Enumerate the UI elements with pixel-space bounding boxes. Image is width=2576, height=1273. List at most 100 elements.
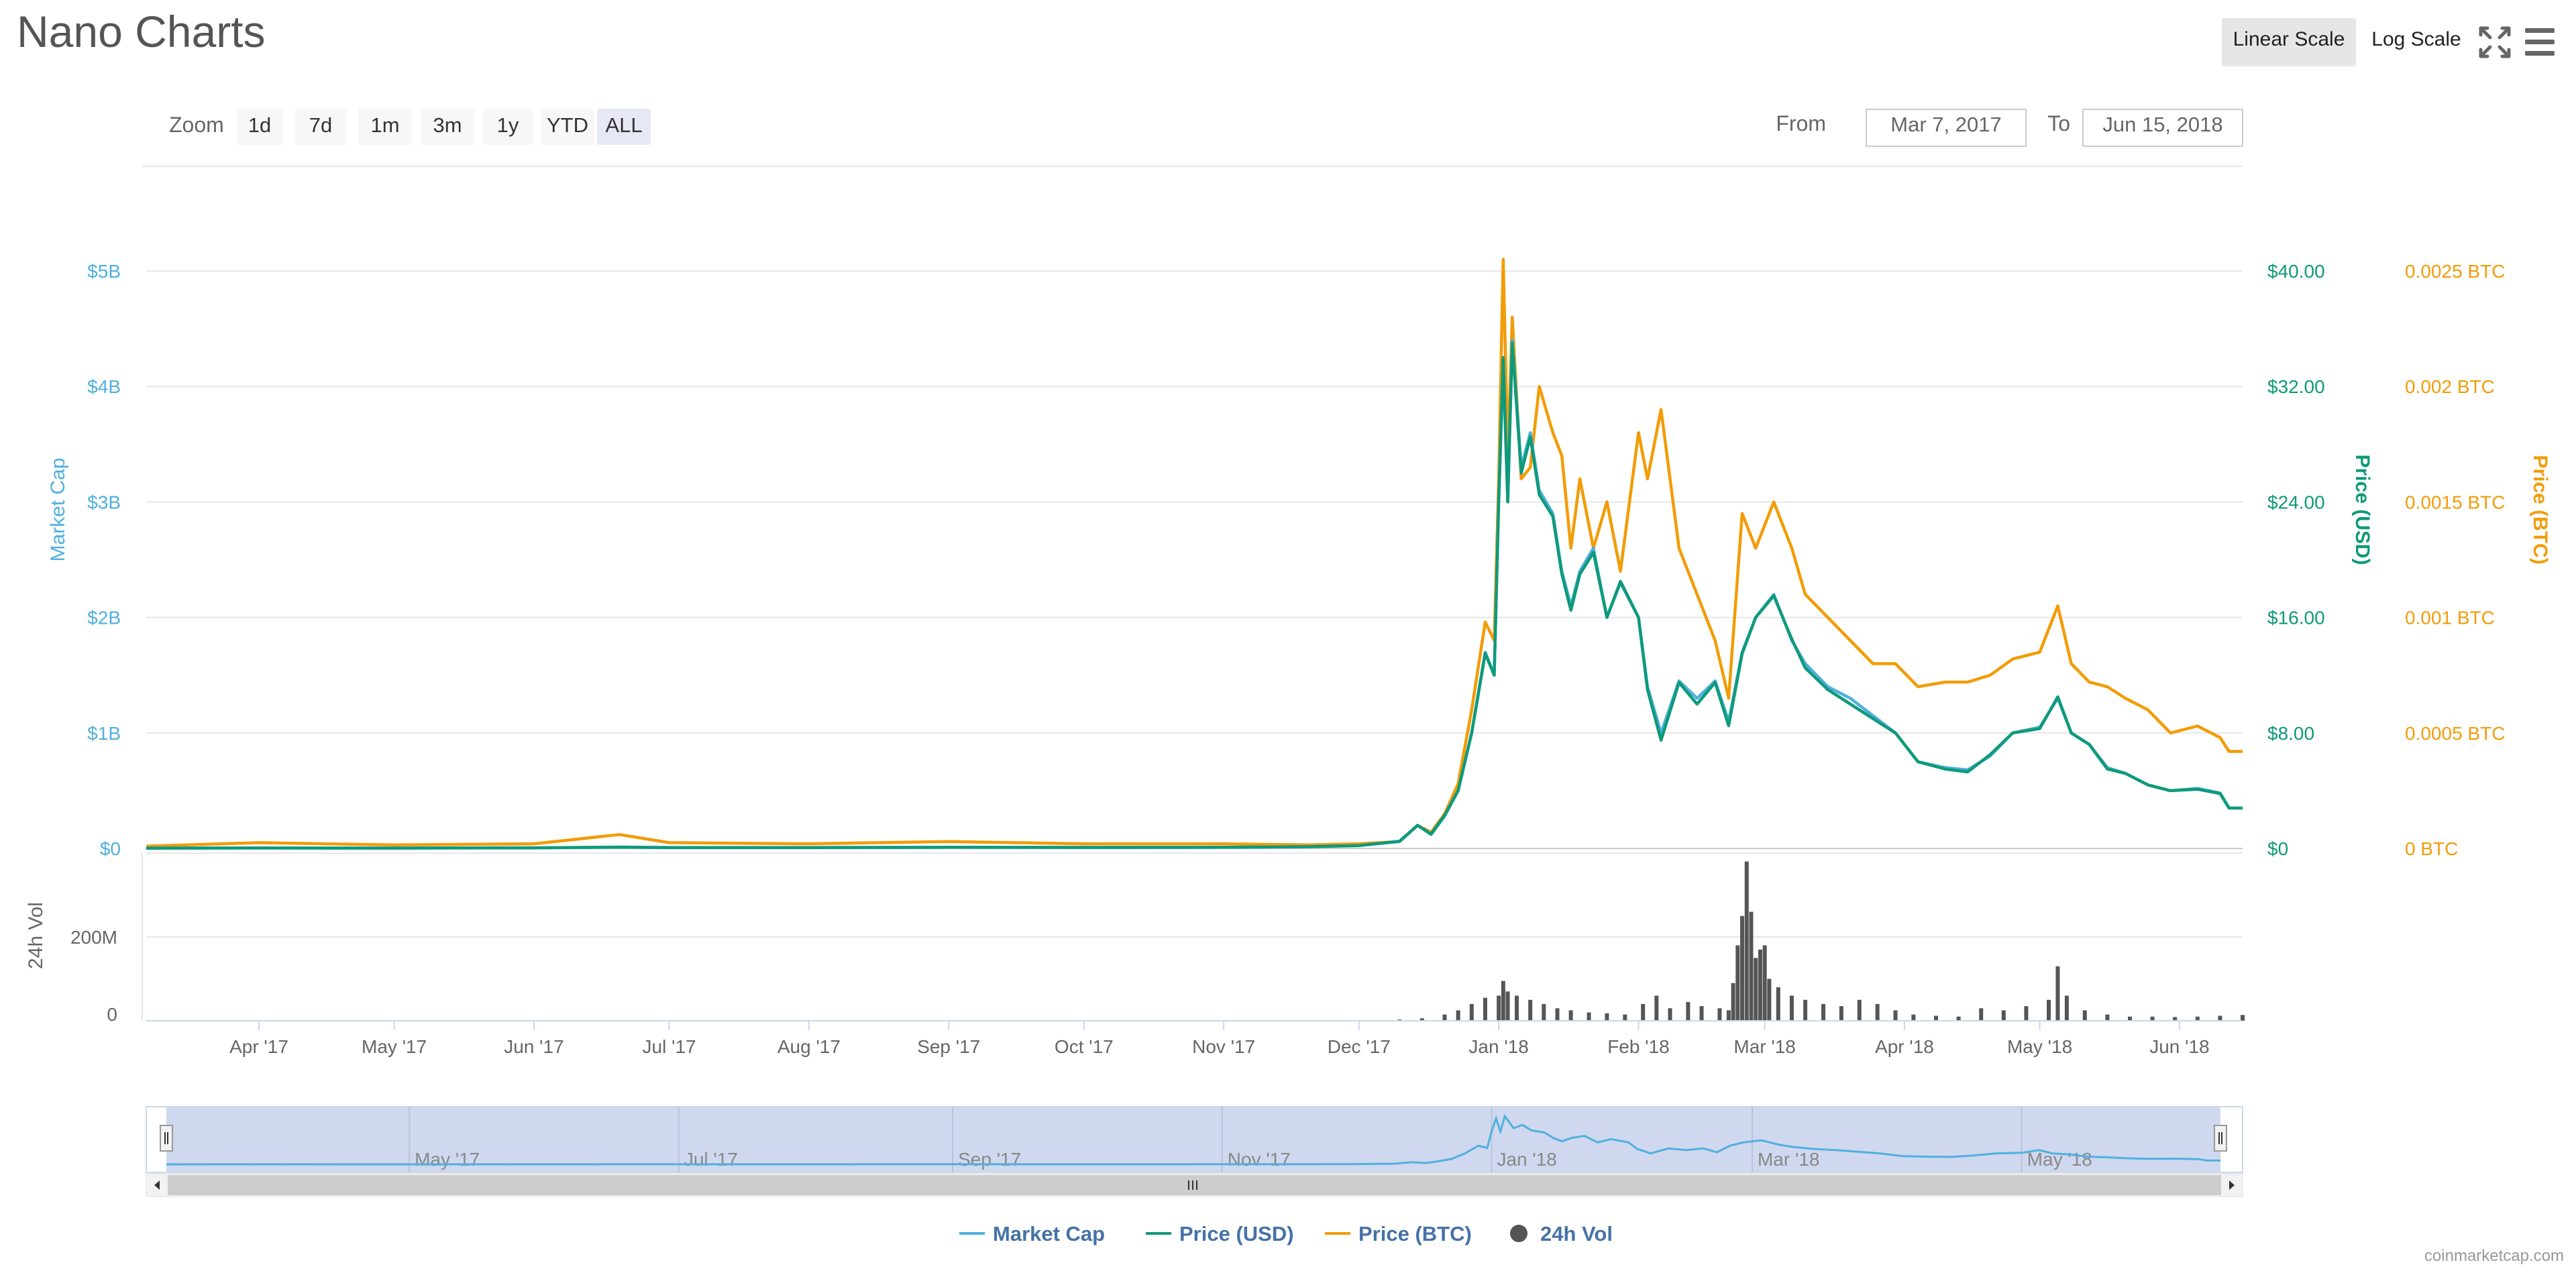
volume-bar: [2024, 1006, 2029, 1021]
x-tick-label: Mar '18: [1733, 1036, 1796, 1057]
price-usd-tick-label: $40.00: [2267, 261, 2325, 282]
zoom-button-label: YTD: [547, 113, 588, 137]
price-btc-tick-label: 0.001 BTC: [2405, 608, 2495, 628]
zoom-button-ytd[interactable]: YTD: [541, 109, 594, 145]
price-btc-tick-label: 0 BTC: [2405, 838, 2458, 859]
navigator-left-handle[interactable]: [160, 1125, 173, 1152]
navigator[interactable]: May '17 Jul '17 Sep '17 Nov '17 Jan '18 Mar '…: [146, 1106, 2243, 1197]
volume-bar: [1419, 1018, 1424, 1021]
volume-bar: [1515, 995, 1519, 1021]
to-date-input[interactable]: [2082, 109, 2243, 147]
legend-item-24h-vol[interactable]: 24h Vol: [1510, 1222, 1613, 1246]
legend-swatch: [1510, 1225, 1527, 1242]
navigator-right-handle[interactable]: [2214, 1125, 2227, 1152]
legend-item-market-cap[interactable]: Market Cap: [959, 1222, 1105, 1246]
navigator-scrollbar[interactable]: [146, 1173, 2243, 1197]
from-date-input[interactable]: [1866, 109, 2027, 147]
market-cap-tick-label: $2B: [87, 608, 121, 628]
volume-bar: [1623, 1014, 1627, 1021]
x-tick-label: Feb '18: [1607, 1036, 1670, 1057]
volume-bar: [1587, 1012, 1591, 1021]
price-usd-line: [146, 341, 2243, 850]
credit-text[interactable]: coinmarketcap.com: [2424, 1247, 2564, 1265]
navigator-selection[interactable]: [166, 1107, 2220, 1172]
volume-bar: [2105, 1014, 2110, 1021]
scroll-right-icon[interactable]: [2229, 1180, 2235, 1190]
price-usd-tick-label: $16.00: [2267, 608, 2325, 628]
navigator-tick-label: Jul '17: [684, 1149, 738, 1170]
zoom-button-label: 1m: [370, 113, 399, 137]
x-tick-label: Apr '17: [229, 1036, 288, 1057]
volume-tick-label: 0: [107, 1004, 117, 1025]
navigator-line: [166, 1113, 2220, 1166]
zoom-button-3m[interactable]: 3m: [421, 109, 474, 145]
volume-bar: [1528, 999, 1533, 1021]
volume-bar: [1568, 1010, 1573, 1021]
x-tick-label: Jul '17: [643, 1036, 696, 1057]
navigator-tick-label: May '18: [2027, 1149, 2092, 1170]
volume-bar: [1442, 1014, 1447, 1021]
volume-bar: [1803, 999, 1808, 1021]
volume-bar: [1686, 1001, 1690, 1021]
price-usd-tick-label: $32.00: [2267, 376, 2325, 397]
volume-bar: [2064, 995, 2069, 1021]
market-cap-tick-label: $0: [100, 838, 121, 859]
price-lines: [146, 258, 2243, 850]
navigator-tick-label: Mar '18: [1758, 1149, 1820, 1170]
volume-bar: [2047, 999, 2051, 1021]
legend-item-price-usd[interactable]: Price (USD): [1146, 1222, 1294, 1246]
hamburger-menu-icon[interactable]: [2525, 28, 2555, 56]
navigator-tick-label: Jan '18: [1497, 1149, 1556, 1170]
volume-bar: [2001, 1010, 2006, 1021]
x-tick-label: Nov '17: [1192, 1036, 1255, 1057]
volume-bar: [2195, 1016, 2200, 1021]
volume-bar: [1497, 995, 1501, 1021]
scroll-left-icon[interactable]: [154, 1180, 160, 1190]
price-btc-line: [146, 258, 2243, 848]
volume-bar: [1641, 1004, 1646, 1021]
legend-item-price-btc[interactable]: Price (BTC): [1325, 1222, 1472, 1246]
x-tick-label: Sep '17: [917, 1036, 980, 1057]
chart-title: Nano Charts: [17, 7, 266, 56]
zoom-button-1d[interactable]: 1d: [237, 109, 282, 145]
navigator-tick-label: May '17: [415, 1149, 480, 1170]
zoom-button-label: 1d: [248, 113, 271, 137]
volume-bar: [1754, 958, 1758, 1021]
volume-bar: [1875, 1004, 1880, 1021]
volume-bar: [1789, 995, 1794, 1021]
legend-label: Market Cap: [993, 1222, 1105, 1246]
price-btc-tick-label: 0.0005 BTC: [2405, 723, 2505, 744]
volume-bar: [1956, 1016, 1961, 1021]
log-scale-button[interactable]: Log Scale: [2371, 28, 2461, 50]
market-cap-line: [146, 339, 2243, 850]
zoom-button-all[interactable]: ALL: [597, 109, 651, 145]
volume-bar: [1749, 911, 1754, 1021]
market-cap-tick-label: $4B: [87, 376, 121, 397]
zoom-button-1m[interactable]: 1m: [358, 109, 412, 145]
expand-icon[interactable]: [2479, 26, 2511, 58]
volume-bar: [1668, 1008, 1672, 1021]
volume-bar: [1758, 949, 1762, 1021]
scrollbar-thumb[interactable]: [168, 1175, 2221, 1195]
volume-bar: [1505, 991, 1510, 1021]
volume-bar: [1735, 945, 1740, 1021]
x-tick-label: Jan '18: [1468, 1036, 1528, 1057]
scale-toolbar: Linear Scale Log Scale: [2222, 18, 2555, 66]
volume-bar: [1911, 1014, 1916, 1021]
x-tick-label: May '17: [362, 1036, 427, 1057]
volume-bar: [1839, 1006, 1843, 1021]
zoom-button-1y[interactable]: 1y: [482, 109, 533, 145]
volume-bar: [1979, 1008, 1984, 1021]
volume-bar: [1501, 981, 1505, 1021]
linear-scale-button-bg[interactable]: [2222, 18, 2356, 66]
volume-tick-label: 200M: [70, 927, 117, 948]
market-cap-axis-title: Market Cap: [47, 457, 69, 561]
volume-bar: [1821, 1004, 1825, 1021]
linear-scale-button[interactable]: Linear Scale: [2233, 28, 2345, 50]
volume-bar: [2082, 1010, 2087, 1021]
volume-bar: [1767, 979, 1772, 1021]
zoom-button-7d[interactable]: 7d: [295, 109, 346, 145]
volume-gridlines: [142, 852, 2243, 1021]
volume-bar: [1857, 999, 1862, 1021]
